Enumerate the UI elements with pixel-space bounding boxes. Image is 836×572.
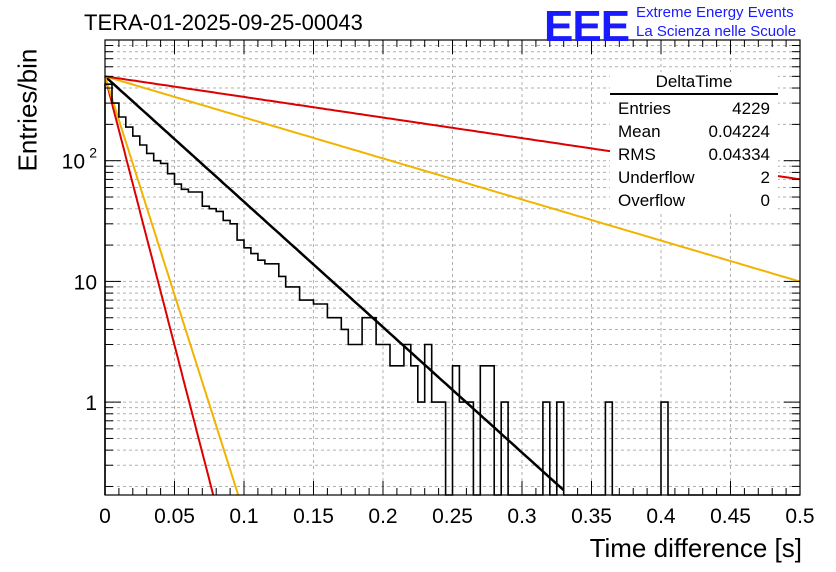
x-tick-label: 0.3 [507,505,536,528]
eee-logo: EEE [544,2,630,51]
fit-curve-fit [104,75,565,492]
x-tick-label: 0.2 [368,505,397,528]
x-tick-label: 0.05 [154,505,195,528]
y-tick-label: 10 [62,151,85,174]
stats-value: 4229 [732,99,770,118]
eee-line-1: Extreme Energy Events [636,4,794,21]
x-tick-label: 0.15 [293,505,334,528]
stats-value: 0.04334 [708,145,770,164]
stats-row-mean: Mean 0.04224 [610,120,778,143]
x-axis-title: Time difference [s] [589,533,802,563]
x-tick-label: 0.1 [229,505,258,528]
stats-row-underflow: Underflow 2 [610,166,778,189]
x-tick-label: 0.45 [710,505,751,528]
stats-box: DeltaTime Entries 4229 Mean 0.04224 RMS 0.0… [610,72,778,212]
stats-value: 2 [760,168,770,187]
stats-row-entries: Entries 4229 [610,97,778,120]
stats-label: Overflow [618,191,686,210]
stats-name: DeltaTime [610,72,778,95]
stats-label: Mean [618,122,661,141]
stats-label: Underflow [618,168,695,187]
x-tick-label: 0.4 [646,505,676,528]
stats-row-rms: RMS 0.04334 [610,143,778,166]
fit-curve-red-steep [104,76,215,496]
fit-curve-yellow-shallow [104,75,801,283]
y-tick-exponent: 2 [89,145,97,161]
stats-row-overflow: Overflow 0 [610,189,778,212]
x-tick-label: 0 [99,505,111,528]
stats-label: Entries [618,99,671,118]
eee-line-2: La Scienza nelle Scuole [636,23,797,40]
stats-value: 0 [760,191,770,210]
fit-curve-yellow-steep [104,75,240,496]
y-tick-label: 1 [85,392,97,415]
x-tick-label: 0.25 [432,505,473,528]
stats-value: 0.04224 [708,122,770,141]
y-tick-label: 10 [74,271,97,294]
x-tick-label: 0.5 [785,505,814,528]
plot-title: TERA-01-2025-09-25-00043 [84,10,363,35]
y-axis-title: Entries/bin [12,48,43,172]
x-tick-label: 0.35 [571,505,612,528]
stats-label: RMS [618,145,656,164]
